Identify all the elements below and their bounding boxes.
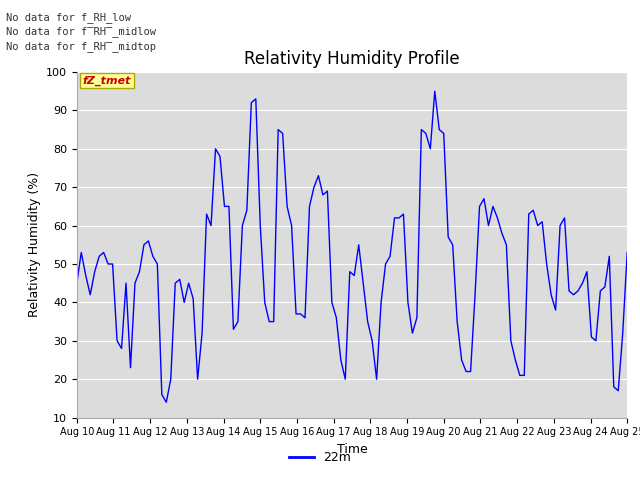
X-axis label: Time: Time: [337, 443, 367, 456]
Title: Relativity Humidity Profile: Relativity Humidity Profile: [244, 49, 460, 68]
Text: fZ_tmet: fZ_tmet: [83, 75, 131, 86]
Text: No data for f_RH_low: No data for f_RH_low: [6, 12, 131, 23]
Text: No data for f̅RH̅_midlow: No data for f̅RH̅_midlow: [6, 26, 156, 37]
Y-axis label: Relativity Humidity (%): Relativity Humidity (%): [28, 172, 40, 317]
Legend: 22m: 22m: [284, 446, 356, 469]
Text: No data for f_RH̅_midtop: No data for f_RH̅_midtop: [6, 41, 156, 52]
